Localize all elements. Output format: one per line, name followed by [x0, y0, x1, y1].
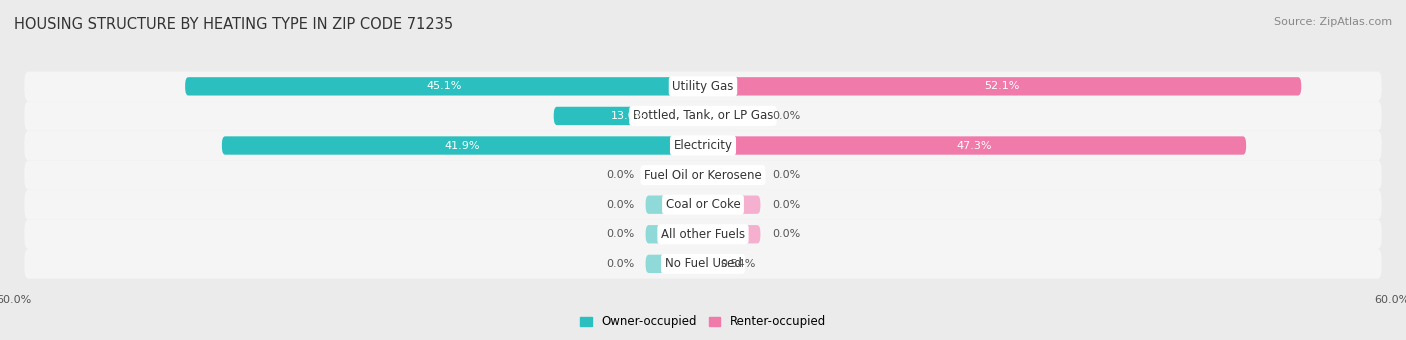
- Text: Coal or Coke: Coal or Coke: [665, 198, 741, 211]
- FancyBboxPatch shape: [186, 77, 703, 96]
- Text: Utility Gas: Utility Gas: [672, 80, 734, 93]
- FancyBboxPatch shape: [24, 131, 1382, 160]
- FancyBboxPatch shape: [645, 166, 703, 184]
- FancyBboxPatch shape: [703, 255, 709, 273]
- Text: 13.0%: 13.0%: [610, 111, 645, 121]
- FancyBboxPatch shape: [24, 160, 1382, 190]
- Text: 0.0%: 0.0%: [772, 200, 800, 210]
- Text: 0.54%: 0.54%: [721, 259, 756, 269]
- Legend: Owner-occupied, Renter-occupied: Owner-occupied, Renter-occupied: [575, 311, 831, 333]
- FancyBboxPatch shape: [24, 101, 1382, 131]
- FancyBboxPatch shape: [24, 249, 1382, 279]
- Text: 0.0%: 0.0%: [606, 170, 634, 180]
- FancyBboxPatch shape: [703, 107, 761, 125]
- Text: All other Fuels: All other Fuels: [661, 228, 745, 241]
- Text: 0.0%: 0.0%: [606, 259, 634, 269]
- FancyBboxPatch shape: [703, 225, 761, 243]
- FancyBboxPatch shape: [645, 255, 703, 273]
- Text: HOUSING STRUCTURE BY HEATING TYPE IN ZIP CODE 71235: HOUSING STRUCTURE BY HEATING TYPE IN ZIP…: [14, 17, 453, 32]
- Text: 41.9%: 41.9%: [444, 140, 481, 151]
- FancyBboxPatch shape: [645, 195, 703, 214]
- Text: 0.0%: 0.0%: [606, 200, 634, 210]
- Text: 0.0%: 0.0%: [772, 170, 800, 180]
- FancyBboxPatch shape: [703, 195, 761, 214]
- Text: Source: ZipAtlas.com: Source: ZipAtlas.com: [1274, 17, 1392, 27]
- Text: Electricity: Electricity: [673, 139, 733, 152]
- FancyBboxPatch shape: [645, 225, 703, 243]
- FancyBboxPatch shape: [554, 107, 703, 125]
- Text: 45.1%: 45.1%: [426, 81, 461, 91]
- Text: 52.1%: 52.1%: [984, 81, 1019, 91]
- FancyBboxPatch shape: [703, 77, 1301, 96]
- Text: 0.0%: 0.0%: [772, 111, 800, 121]
- Text: Bottled, Tank, or LP Gas: Bottled, Tank, or LP Gas: [633, 109, 773, 122]
- FancyBboxPatch shape: [703, 136, 1246, 155]
- Text: No Fuel Used: No Fuel Used: [665, 257, 741, 270]
- Text: 0.0%: 0.0%: [772, 229, 800, 239]
- FancyBboxPatch shape: [222, 136, 703, 155]
- FancyBboxPatch shape: [24, 71, 1382, 101]
- Text: 47.3%: 47.3%: [957, 140, 993, 151]
- Text: 0.0%: 0.0%: [606, 229, 634, 239]
- FancyBboxPatch shape: [24, 190, 1382, 220]
- FancyBboxPatch shape: [703, 166, 761, 184]
- Text: Fuel Oil or Kerosene: Fuel Oil or Kerosene: [644, 169, 762, 182]
- FancyBboxPatch shape: [24, 220, 1382, 249]
